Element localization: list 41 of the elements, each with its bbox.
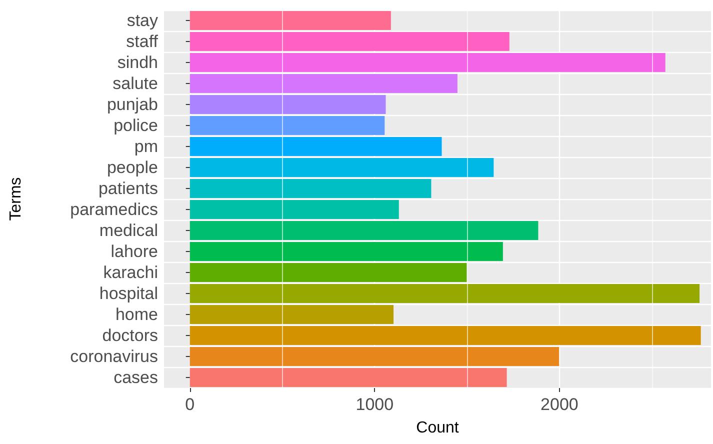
y-tick-label: sindh — [117, 53, 158, 72]
y-tick-label: cases — [114, 368, 158, 387]
y-tick-label: stay — [126, 11, 158, 30]
bar — [190, 284, 700, 303]
bar — [190, 326, 701, 345]
x-axis-title: Count — [416, 420, 460, 436]
y-tick-label: medical — [99, 221, 158, 240]
bar — [190, 116, 385, 135]
bar — [190, 305, 394, 324]
bar — [190, 74, 458, 93]
y-tick-label: coronavirus — [70, 347, 158, 366]
bar — [190, 347, 560, 366]
y-tick-label: doctors — [102, 326, 158, 345]
bar — [190, 263, 467, 282]
y-tick-label: people — [106, 158, 158, 177]
y-tick-label: staff — [126, 32, 158, 51]
bar — [190, 221, 538, 240]
bar — [190, 137, 442, 156]
x-tick-label: 0 — [185, 395, 195, 414]
x-tick-label: 1000 — [356, 395, 394, 414]
bar — [190, 242, 503, 261]
bar — [190, 32, 510, 51]
y-tick-label: salute — [112, 74, 158, 93]
bar — [190, 179, 432, 198]
y-tick-label: lahore — [110, 242, 158, 261]
y-tick-label: karachi — [103, 263, 158, 282]
y-tick-label: police — [114, 116, 158, 135]
y-tick-label: hospital — [99, 284, 158, 303]
bar — [190, 53, 666, 72]
bar — [190, 11, 391, 30]
bar — [190, 200, 399, 219]
y-tick-label: home — [115, 305, 158, 324]
bar — [190, 95, 386, 114]
y-tick-label: pm — [134, 137, 158, 156]
y-axis-title: Terms — [8, 177, 24, 221]
x-tick-label: 2000 — [540, 395, 578, 414]
y-tick-label: paramedics — [70, 200, 158, 219]
bar — [190, 368, 507, 387]
y-tick-label: patients — [98, 179, 158, 198]
y-tick-label: punjab — [106, 95, 158, 114]
bar — [190, 158, 494, 177]
